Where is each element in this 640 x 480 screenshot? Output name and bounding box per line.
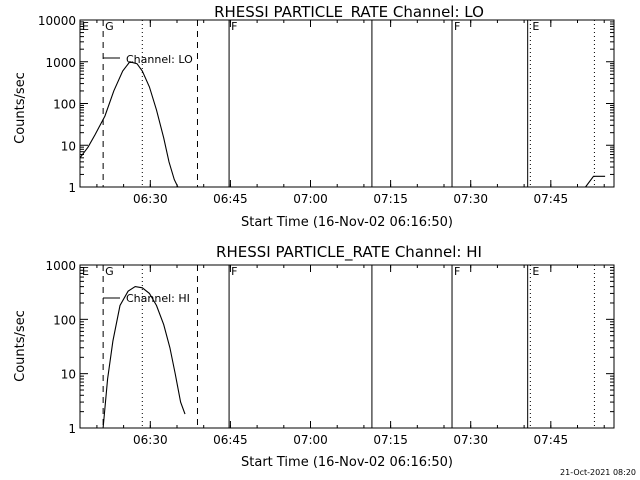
x-tick-label: 07:45 bbox=[534, 433, 569, 447]
y-tick-label: 1 bbox=[68, 181, 76, 195]
y-tick-label: 1000 bbox=[45, 56, 76, 70]
legend-label: Channel: HI bbox=[126, 292, 190, 305]
data-series bbox=[79, 61, 606, 188]
x-tick-label: 07:45 bbox=[534, 192, 569, 206]
panel-lo: RHESSI PARTICLE_RATE Channel: LO Counts/… bbox=[13, 3, 615, 230]
x-tick-label: 06:45 bbox=[213, 433, 248, 447]
x-axis-label: Start Time (16-Nov-02 06:16:50) bbox=[241, 215, 453, 230]
legend: Channel: LO bbox=[103, 53, 193, 66]
x-tick-label: 06:30 bbox=[133, 192, 168, 206]
event-marker-label: E bbox=[82, 20, 89, 33]
chart-title: RHESSI PARTICLE_RATE Channel: HI bbox=[216, 243, 482, 262]
data-line bbox=[585, 175, 606, 188]
plot-frame bbox=[79, 19, 615, 188]
event-marker-label: F bbox=[454, 265, 460, 278]
event-marker-label: F bbox=[454, 20, 460, 33]
event-marker-label: G bbox=[105, 20, 114, 33]
x-tick-label: 07:00 bbox=[293, 433, 328, 447]
data-series bbox=[102, 286, 186, 429]
event-marker-label: F bbox=[231, 265, 237, 278]
y-axis-label: Counts/sec bbox=[13, 72, 28, 144]
axis-ticks: 06:30 06:45 07:00 07:15 07:30 07:45 1 10 100 1000… bbox=[38, 14, 614, 206]
x-tick-label: 06:45 bbox=[213, 192, 248, 206]
x-tick-label: 07:00 bbox=[293, 192, 328, 206]
event-marker-label: E bbox=[82, 265, 89, 278]
y-tick-label: 100 bbox=[53, 98, 76, 112]
x-tick-label: 06:30 bbox=[133, 433, 168, 447]
y-axis-label: Counts/sec bbox=[13, 310, 28, 382]
footer-timestamp: 21-Oct-2021 08:20 bbox=[560, 468, 636, 477]
y-tick-label: 10 bbox=[61, 368, 76, 382]
y-tick-label: 1000 bbox=[45, 259, 76, 273]
axis-ticks: 06:30 06:45 07:00 07:15 07:30 07:45 1 10 100 1000 bbox=[45, 259, 614, 447]
y-tick-label: 100 bbox=[53, 313, 76, 327]
x-tick-label: 07:15 bbox=[373, 192, 408, 206]
event-marker-label: E bbox=[532, 20, 539, 33]
data-line bbox=[79, 61, 179, 188]
data-line bbox=[102, 286, 186, 429]
x-tick-label: 07:30 bbox=[453, 192, 488, 206]
legend: Channel: HI bbox=[103, 292, 190, 305]
legend-label: Channel: LO bbox=[126, 53, 193, 66]
event-marker-label: E bbox=[532, 265, 539, 278]
y-tick-label: 1 bbox=[68, 422, 76, 436]
panel-hi: RHESSI PARTICLE_RATE Channel: HI Counts/… bbox=[13, 243, 615, 470]
x-tick-label: 07:15 bbox=[373, 433, 408, 447]
x-axis-label: Start Time (16-Nov-02 06:16:50) bbox=[241, 455, 453, 470]
event-marker-label: F bbox=[231, 20, 237, 33]
y-tick-label: 10 bbox=[61, 139, 76, 153]
y-tick-label: 10000 bbox=[38, 14, 76, 28]
x-tick-label: 07:30 bbox=[453, 433, 488, 447]
chart-title: RHESSI PARTICLE_RATE Channel: LO bbox=[214, 3, 484, 22]
event-marker-label: G bbox=[105, 265, 114, 278]
plot-frame bbox=[79, 264, 615, 429]
